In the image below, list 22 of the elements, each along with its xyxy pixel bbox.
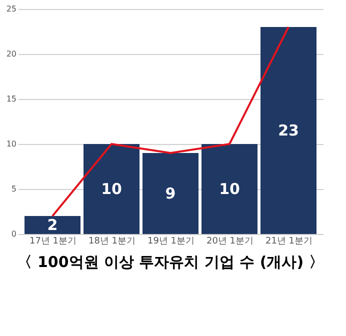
x-tick-label: 18년 1분기	[88, 236, 136, 246]
data-label: 2	[47, 216, 58, 234]
x-tick-label: 21년 1분기	[265, 236, 313, 246]
x-tick-label: 20년 1분기	[206, 236, 254, 246]
bar	[202, 144, 258, 234]
bar	[142, 153, 198, 234]
x-tick-label: 19년 1분기	[147, 236, 195, 246]
y-tick-label: 0	[11, 230, 16, 238]
data-label: 23	[278, 122, 299, 140]
bar	[260, 27, 316, 234]
y-tick-label: 10	[6, 140, 16, 148]
text: 〈 100억원 이상 투자유치 기업 수 (개사) 〉	[17, 253, 324, 271]
x-tick-label: 17년 1분기	[29, 236, 77, 246]
bar	[84, 144, 140, 234]
data-label: 10	[101, 180, 122, 198]
y-tick-label: 5	[11, 184, 16, 194]
y-tick-label: 15	[6, 94, 16, 104]
data-label: 10	[219, 180, 240, 198]
y-tick-label: 25	[6, 4, 16, 14]
y-tick-label: 20	[6, 50, 16, 58]
bar	[24, 216, 80, 234]
data-label: 9	[165, 184, 176, 202]
